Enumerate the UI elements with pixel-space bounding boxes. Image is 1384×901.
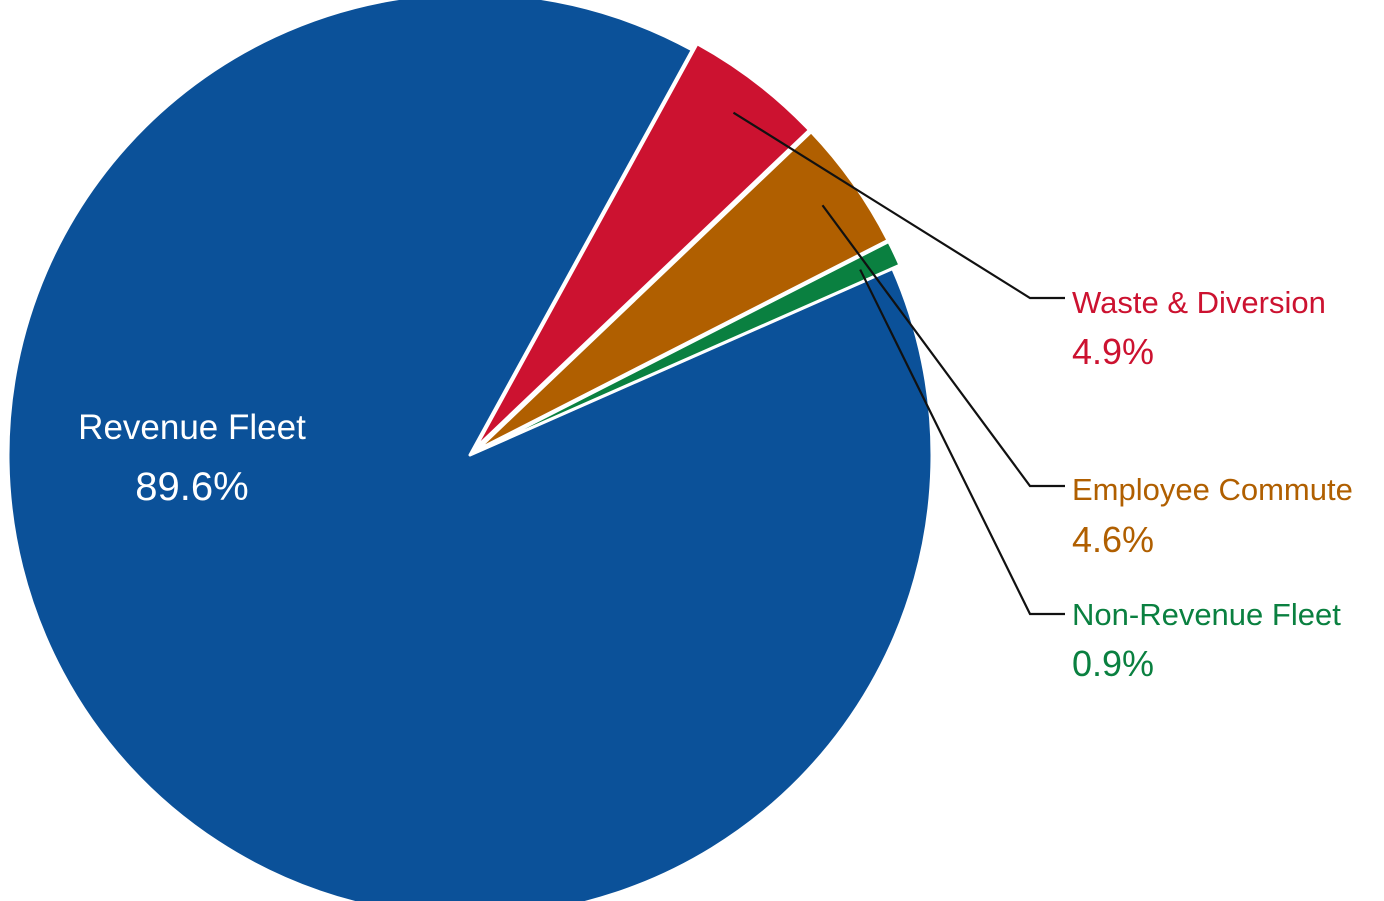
leader-line-employee-commute [821, 204, 1065, 488]
slice-label-waste-diversion: Waste & Diversion [1072, 285, 1326, 320]
slice-value-non-revenue-fleet: 0.9% [1072, 643, 1154, 684]
label-non-revenue-fleet: Non-Revenue Fleet 0.9% [1072, 597, 1341, 684]
label-employee-commute: Employee Commute 4.6% [1072, 472, 1353, 560]
slice-value-revenue-fleet: 89.6% [135, 465, 248, 509]
leader-line-waste-diversion [732, 111, 1065, 300]
leader-line-non-revenue-fleet [859, 269, 1065, 616]
slice-label-non-revenue-fleet: Non-Revenue Fleet [1072, 597, 1341, 632]
pie-slices [6, 0, 934, 901]
slice-value-waste-diversion: 4.9% [1072, 331, 1154, 372]
pie-slice-employee-commute [475, 130, 890, 452]
slice-label-employee-commute: Employee Commute [1072, 472, 1353, 507]
pie-slice-revenue-fleet [6, 0, 934, 901]
slice-value-employee-commute: 4.6% [1072, 519, 1154, 560]
label-waste-diversion: Waste & Diversion 4.9% [1072, 285, 1326, 372]
slice-label-revenue-fleet: Revenue Fleet [78, 408, 306, 447]
pie-slice-non-revenue-fleet [475, 240, 902, 454]
label-revenue-fleet: Revenue Fleet 89.6% [78, 408, 306, 509]
pie-slice-waste-diversion [473, 42, 811, 451]
leader-lines [732, 111, 1065, 616]
